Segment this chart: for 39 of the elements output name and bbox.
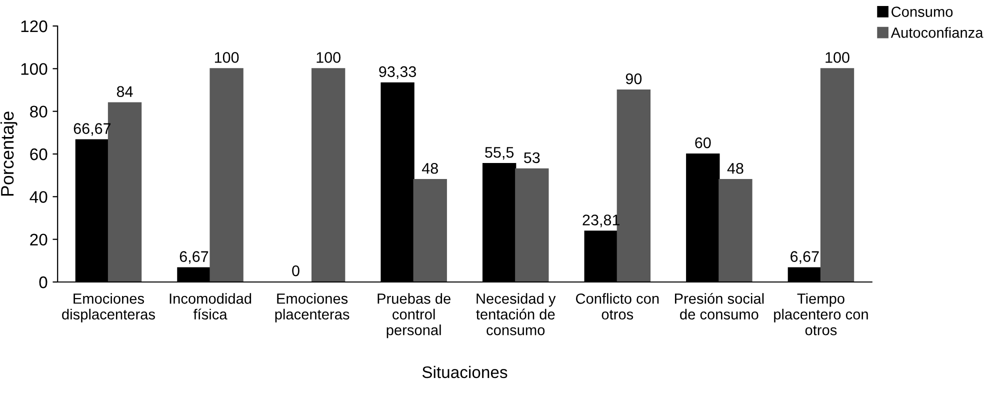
bar — [311, 68, 346, 282]
x-tick-label: Emociones displacenteras — [62, 293, 155, 322]
y-tick-label: 60 — [30, 148, 48, 160]
y-tick-label: 80 — [30, 106, 48, 118]
bar — [515, 168, 549, 282]
bar — [413, 179, 447, 282]
bar — [210, 68, 244, 282]
data-label: 100 — [826, 52, 850, 63]
x-tick-label: Emociones placenteras — [275, 293, 350, 322]
data-label: 48 — [727, 162, 744, 174]
y-tick-label: 100 — [21, 63, 48, 75]
y-tick-label: 120 — [21, 20, 48, 32]
data-label: 55,5 — [485, 147, 514, 160]
data-label: 100 — [214, 52, 239, 63]
data-label: 84 — [116, 86, 133, 97]
data-label: 53 — [524, 152, 540, 164]
y-tick-label: 20 — [30, 234, 48, 246]
data-label: 100 — [316, 52, 340, 63]
x-axis-title: Situaciones — [422, 366, 508, 378]
x-tick-label: Pruebas de control personal — [378, 293, 450, 338]
x-tick-label: Incomodidad física — [170, 293, 252, 320]
y-tick-label: 0 — [39, 276, 48, 288]
legend-label: Autoconfianza — [890, 27, 984, 38]
bar — [718, 179, 752, 282]
data-label: 6,67 — [180, 251, 208, 264]
data-label: 0 — [292, 265, 300, 276]
x-tick-label: Tiempo placentero con otros — [774, 293, 868, 336]
y-axis-title: Porcentaje — [0, 112, 18, 196]
y-tick-label: 40 — [30, 191, 48, 203]
data-label: 90 — [626, 73, 642, 84]
data-label: 60 — [695, 137, 711, 148]
x-tick-label: Conflicto con otros — [576, 293, 659, 320]
data-label: 93,33 — [379, 66, 416, 79]
legend-label: Consumo — [892, 6, 953, 17]
data-label: 6,67 — [790, 251, 819, 264]
x-tick-label: Presión social de consumo — [674, 292, 764, 320]
bar — [820, 68, 854, 282]
x-tick-label: Necesidad y tentación de consumo — [476, 293, 556, 336]
data-label: 48 — [422, 162, 438, 174]
